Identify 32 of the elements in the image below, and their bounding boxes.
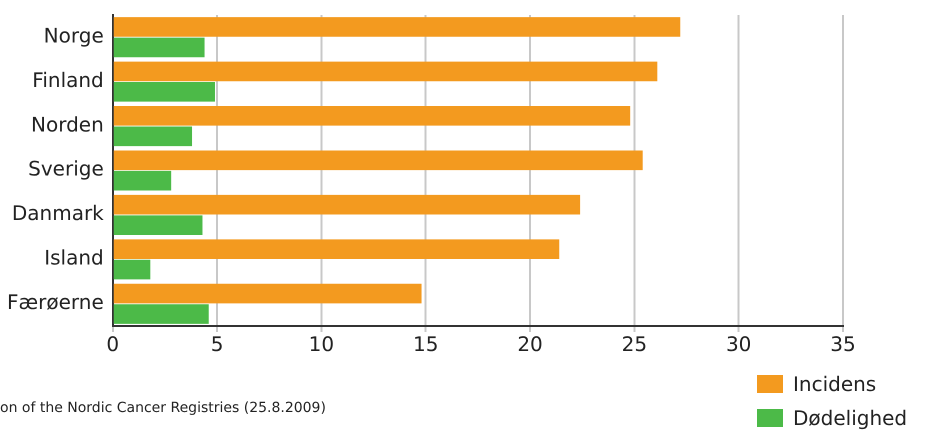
- y-tick-label: Finland: [32, 68, 104, 92]
- y-tick-label: Island: [44, 246, 104, 270]
- y-tick-label: Sverige: [28, 156, 104, 181]
- text: on of the Nordic Cancer Registries (25.8.2009): [0, 400, 326, 416]
- x-tick-label: 30: [726, 332, 752, 356]
- x-tick-label: 5: [210, 332, 224, 356]
- bar: [114, 284, 422, 304]
- bar: [114, 17, 680, 37]
- bar: [114, 239, 560, 259]
- bar: [114, 150, 643, 170]
- bar: [114, 38, 205, 58]
- x-tick-label: 15: [412, 332, 438, 356]
- bar: [114, 126, 192, 146]
- x-tick-label: 0: [106, 332, 120, 356]
- bar: [114, 62, 658, 82]
- x-tick-label: 35: [830, 332, 856, 356]
- bar: [114, 260, 150, 280]
- bar: [114, 170, 172, 191]
- bar: [114, 215, 202, 235]
- x-tick-label: 20: [517, 332, 543, 356]
- bar: [114, 106, 630, 126]
- legend-label: Dødelighed: [793, 406, 908, 430]
- bar: [114, 82, 215, 102]
- y-tick-label: Norden: [31, 112, 104, 136]
- x-tick-label: 10: [308, 332, 334, 356]
- x-tick-label: 25: [622, 332, 648, 356]
- legend-label: Incidens: [793, 372, 876, 396]
- bar: [114, 304, 209, 324]
- bar: [114, 194, 580, 215]
- y-tick-label: Færøerne: [6, 290, 104, 314]
- y-tick-label: Danmark: [12, 201, 104, 226]
- y-tick-label: Norge: [44, 23, 104, 48]
